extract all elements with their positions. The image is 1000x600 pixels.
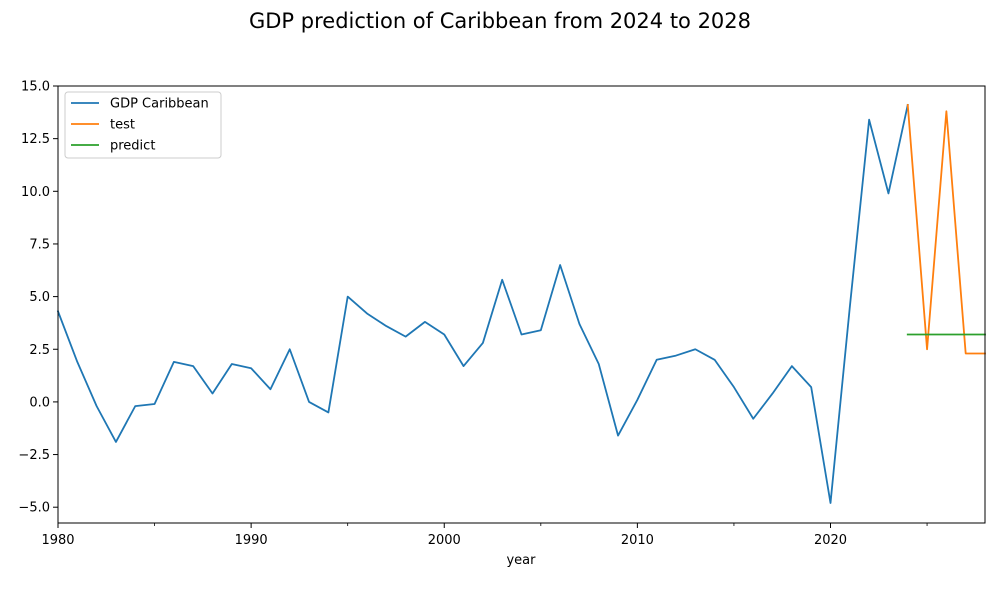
- x-tick-label: 2010: [621, 533, 654, 548]
- y-tick-label: −2.5: [18, 448, 50, 463]
- y-tick-label: 0.0: [29, 395, 50, 410]
- series-layer: [56, 103, 986, 504]
- y-tick-label: 10.0: [21, 185, 50, 200]
- series-line-test: [906, 103, 986, 355]
- legend: GDP Caribbean test predict: [64, 91, 222, 159]
- y-tick-label: 5.0: [29, 290, 50, 305]
- axes-frame: [57, 85, 986, 524]
- y-tick-label: −5.0: [18, 501, 50, 516]
- x-tick-label: 2000: [428, 533, 461, 548]
- y-tick-label: 2.5: [29, 343, 50, 358]
- legend-label: predict: [110, 139, 155, 154]
- legend-label: GDP Caribbean: [110, 97, 209, 112]
- x-tick-label: 1980: [41, 533, 74, 548]
- y-tick-label: 15.0: [21, 80, 50, 95]
- x-tick-label: 2020: [814, 533, 847, 548]
- y-tick-label: 7.5: [29, 237, 50, 252]
- x-tick-label: 1990: [235, 533, 268, 548]
- legend-label: test: [110, 118, 135, 133]
- x-axis-label: year: [506, 553, 536, 568]
- ticks-layer: 1980 1990 2000 2010 2020 −5.0 −2.5 0.0 2.5 5.0 7.5…: [18, 80, 928, 548]
- y-tick-label: 12.5: [21, 132, 50, 147]
- series-line-gdp-caribbean: [56, 103, 909, 504]
- chart-title: GDP prediction of Caribbean from 2024 to…: [249, 9, 751, 33]
- legend-box: [64, 91, 222, 159]
